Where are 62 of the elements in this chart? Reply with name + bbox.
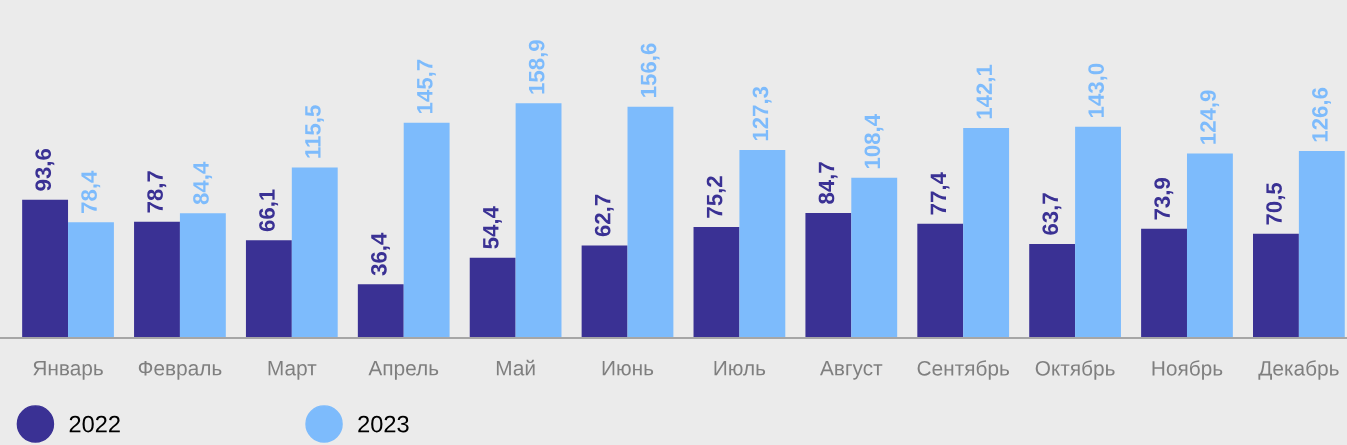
x-tick-label: Сентябрь [917,360,1010,380]
bar [693,226,740,338]
x-tick-label: Январь [33,360,103,380]
data-label: 93,6 [35,148,55,191]
x-tick-label: Март [268,360,317,380]
bar [1029,243,1076,338]
data-label: 78,7 [147,171,167,213]
bar [245,240,292,338]
data-label: 156,6 [640,43,660,97]
bar [22,199,69,338]
data-label: 75,2 [706,176,726,218]
x-tick-label: Апрель [368,360,439,380]
bar [581,245,628,338]
data-label: 158,9 [528,40,548,94]
data-label: 127,3 [752,86,772,141]
legend-label: 2022 [69,415,120,433]
bar [627,106,674,338]
bar [469,257,516,338]
x-tick-label: Октябрь [1035,360,1115,380]
bar [1075,126,1121,338]
bar [291,167,338,338]
bar [515,103,562,338]
data-label: 70,5 [1266,182,1286,225]
bar [851,177,898,338]
data-label: 36,4 [371,232,390,276]
bar [68,222,114,338]
bar [403,122,450,338]
data-label: 66,1 [259,189,279,232]
data-label: 143,0 [1088,63,1108,118]
bar [1186,153,1233,338]
x-tick-label: Май [496,359,535,376]
x-tick-label: Июль [714,360,766,376]
bar [739,149,786,338]
data-label: 63,7 [1042,193,1062,235]
bar [917,223,964,338]
data-label: 124,9 [1200,90,1220,144]
bar [134,221,180,338]
bar [179,213,226,338]
data-label: 84,7 [818,162,838,204]
data-label: 145,7 [417,59,436,114]
bar [357,284,404,338]
x-tick-label: Август [819,360,883,380]
x-tick-label: Февраль [138,360,222,380]
data-label: 54,4 [483,206,502,249]
x-tick-label: Ноябрь [1152,360,1223,380]
x-tick-label: Июнь [602,360,654,376]
x-tick-label: Декабрь [1258,360,1339,380]
data-label: 62,7 [594,194,614,237]
bar [805,212,852,338]
data-label: 77,4 [930,172,950,215]
data-label: 115,5 [305,105,324,158]
data-label: 126,6 [1312,87,1332,142]
bar [1253,233,1299,338]
data-label: 78,4 [81,170,101,213]
data-label: 108,4 [864,114,884,169]
legend-label: 2023 [358,415,409,433]
data-label: 73,9 [1154,178,1174,220]
bar [1141,228,1187,338]
data-label: 84,4 [193,161,213,205]
data-label: 142,1 [976,64,996,119]
bar [1298,150,1345,338]
bar [963,128,1010,338]
